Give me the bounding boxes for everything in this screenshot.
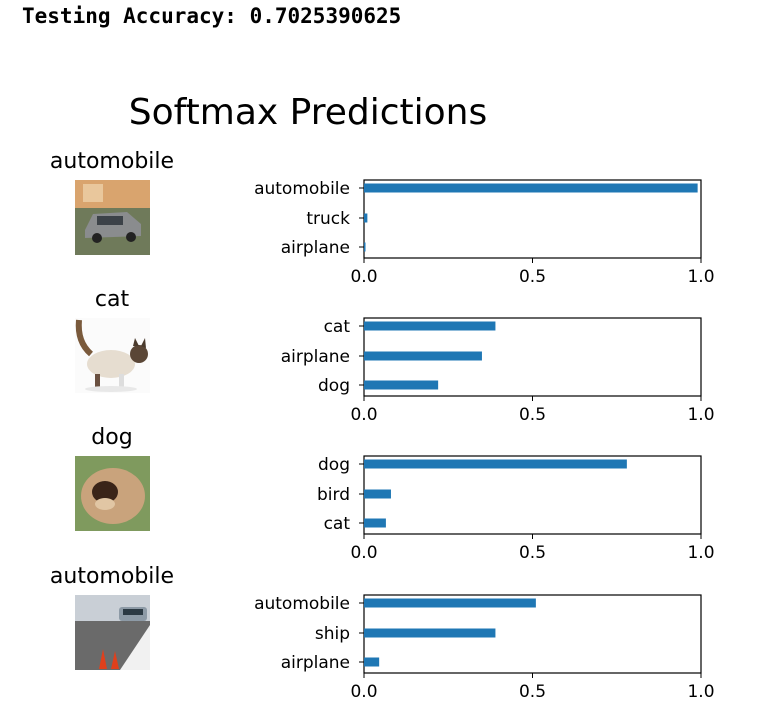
x-tick-label: 0.0 <box>350 543 377 563</box>
bar <box>364 489 391 499</box>
bar <box>364 380 439 390</box>
y-tick-label: dog <box>318 455 350 475</box>
y-tick-label: airplane <box>281 653 350 673</box>
bar <box>364 628 496 638</box>
sample-image <box>75 595 150 670</box>
x-tick-label: 0.5 <box>519 682 546 702</box>
y-tick-label: bird <box>317 485 350 505</box>
bar <box>364 183 698 193</box>
y-tick-label: automobile <box>254 179 350 199</box>
y-tick-label: cat <box>324 514 351 534</box>
x-tick-label: 0.5 <box>519 405 546 425</box>
accuracy-value: 0.7025390625 <box>249 4 402 28</box>
figure-title: Softmax Predictions <box>129 92 488 133</box>
y-tick-label: dog <box>318 376 350 396</box>
bar <box>364 459 627 469</box>
bar <box>364 213 368 223</box>
x-tick-label: 0.0 <box>350 267 377 287</box>
y-tick-label: airplane <box>281 347 350 367</box>
accuracy-label: Testing Accuracy: <box>22 4 237 28</box>
bar <box>364 351 482 361</box>
x-tick-label: 0.0 <box>350 405 377 425</box>
image-label: automobile <box>50 149 174 174</box>
x-tick-label: 0.5 <box>519 543 546 563</box>
bar <box>364 242 366 252</box>
x-tick-label: 1.0 <box>687 682 714 702</box>
sample-image <box>75 180 150 255</box>
y-tick-label: airplane <box>281 238 350 258</box>
image-label: automobile <box>50 564 174 589</box>
x-tick-label: 1.0 <box>687 267 714 287</box>
bar <box>364 598 536 608</box>
y-tick-label: truck <box>306 209 350 229</box>
y-tick-label: cat <box>324 317 351 337</box>
bar <box>364 657 380 667</box>
x-tick-label: 1.0 <box>687 405 714 425</box>
x-tick-label: 0.5 <box>519 267 546 287</box>
image-label: cat <box>95 287 130 312</box>
x-tick-label: 0.0 <box>350 682 377 702</box>
image-label: dog <box>91 425 132 450</box>
sample-image <box>75 456 150 531</box>
y-tick-label: ship <box>315 624 350 644</box>
x-tick-label: 1.0 <box>687 543 714 563</box>
y-tick-label: automobile <box>254 594 350 614</box>
prediction-row: dog dog bird cat 0.0 0.5 1.0 <box>75 425 715 563</box>
sample-image <box>75 318 150 393</box>
bar <box>364 321 496 331</box>
accuracy-output: Testing Accuracy: 0.7025390625 <box>22 4 401 28</box>
bar <box>364 518 386 528</box>
